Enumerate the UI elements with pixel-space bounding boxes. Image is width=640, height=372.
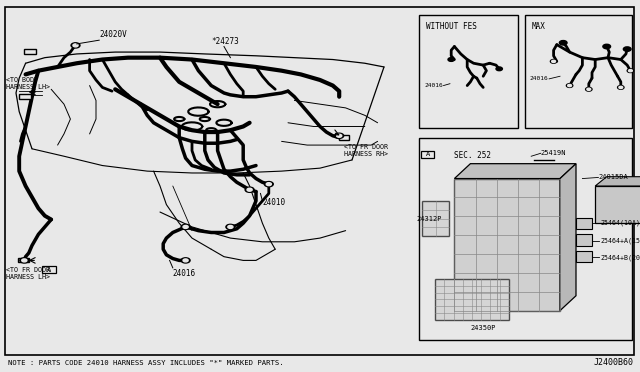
Circle shape	[335, 133, 344, 138]
Text: <TO BODY
HARNESS LH>: <TO BODY HARNESS LH>	[6, 77, 51, 90]
Circle shape	[628, 70, 632, 72]
Circle shape	[586, 87, 592, 91]
Circle shape	[247, 188, 252, 191]
Bar	[339, 135, 349, 140]
Circle shape	[619, 86, 623, 89]
Text: <TO FR DOOR
HARNESS LH>: <TO FR DOOR HARNESS LH>	[6, 267, 51, 280]
Bar	[576, 218, 592, 229]
Circle shape	[183, 259, 188, 262]
Circle shape	[448, 58, 454, 61]
Bar	[525, 15, 632, 128]
Text: 25419N: 25419N	[541, 150, 566, 155]
Text: MAX: MAX	[531, 22, 545, 31]
Bar	[576, 251, 592, 262]
Bar	[19, 94, 31, 99]
Circle shape	[22, 259, 27, 262]
Circle shape	[181, 258, 190, 263]
Circle shape	[552, 60, 556, 62]
Text: 24350P: 24350P	[470, 325, 496, 331]
Circle shape	[228, 225, 233, 228]
Circle shape	[559, 41, 567, 45]
Text: NOTE : PARTS CODE 24010 HARNESS ASSY INCLUDES "*" MARKED PARTS.: NOTE : PARTS CODE 24010 HARNESS ASSY INC…	[8, 360, 284, 366]
Circle shape	[337, 134, 342, 137]
Circle shape	[566, 84, 573, 87]
Bar	[435, 279, 509, 320]
Circle shape	[181, 224, 190, 230]
Circle shape	[496, 67, 502, 71]
Text: 24020V: 24020V	[99, 30, 127, 39]
Bar	[595, 186, 640, 223]
Bar	[42, 266, 56, 273]
Bar	[422, 201, 449, 236]
Bar	[421, 151, 434, 158]
Circle shape	[266, 183, 271, 186]
Bar	[576, 234, 592, 246]
Circle shape	[550, 60, 557, 63]
Circle shape	[183, 225, 188, 228]
Text: 24016: 24016	[530, 76, 548, 81]
Text: A: A	[47, 267, 51, 273]
Circle shape	[587, 88, 591, 90]
Circle shape	[627, 69, 634, 73]
Text: J2400B60: J2400B60	[594, 358, 634, 367]
Bar	[419, 138, 632, 340]
Circle shape	[568, 84, 572, 87]
Circle shape	[226, 224, 235, 230]
Circle shape	[264, 182, 273, 187]
Bar	[24, 49, 36, 54]
Circle shape	[618, 86, 624, 89]
Polygon shape	[560, 164, 576, 311]
Circle shape	[623, 47, 631, 51]
Text: SEC. 252: SEC. 252	[454, 151, 492, 160]
Text: 25464+A(15A): 25464+A(15A)	[600, 237, 640, 244]
Text: 25464(10A): 25464(10A)	[600, 220, 640, 227]
Circle shape	[71, 43, 80, 48]
Text: WITHOUT FES: WITHOUT FES	[426, 22, 476, 31]
Text: A: A	[426, 151, 429, 157]
Text: 24016: 24016	[424, 83, 443, 88]
Text: 25464+B(20A): 25464+B(20A)	[600, 254, 640, 261]
Circle shape	[73, 44, 78, 47]
Polygon shape	[454, 164, 576, 179]
Text: <TO FR DOOR
HARNESS RH>: <TO FR DOOR HARNESS RH>	[344, 144, 388, 157]
Circle shape	[20, 258, 29, 263]
Circle shape	[603, 44, 611, 49]
Bar	[419, 15, 518, 128]
Bar	[454, 179, 560, 311]
Text: 24312P: 24312P	[416, 217, 442, 222]
Text: 24015DA: 24015DA	[598, 174, 628, 180]
Text: 24010: 24010	[262, 198, 285, 207]
Polygon shape	[595, 177, 640, 186]
Bar	[18, 258, 29, 262]
Circle shape	[245, 187, 254, 192]
Text: *24273: *24273	[211, 38, 239, 46]
Text: 24016: 24016	[173, 269, 196, 278]
